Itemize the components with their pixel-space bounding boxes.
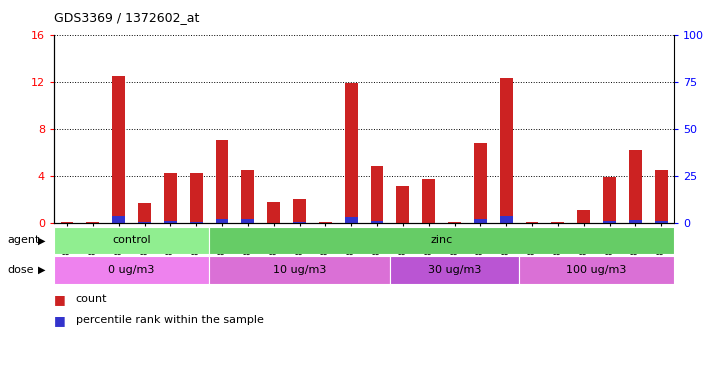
Bar bbox=[629, 220, 642, 223]
Bar bbox=[54, 256, 209, 284]
Bar bbox=[500, 216, 513, 223]
Text: control: control bbox=[112, 235, 151, 245]
Bar bbox=[112, 76, 125, 223]
Bar bbox=[242, 219, 255, 223]
Text: dose: dose bbox=[7, 265, 34, 275]
Bar bbox=[552, 222, 565, 223]
Bar bbox=[216, 219, 229, 223]
Bar bbox=[209, 256, 390, 284]
Text: ▶: ▶ bbox=[38, 235, 45, 245]
Bar bbox=[293, 222, 306, 223]
Text: ■: ■ bbox=[54, 314, 66, 327]
Text: GDS3369 / 1372602_at: GDS3369 / 1372602_at bbox=[54, 12, 200, 25]
Text: agent: agent bbox=[7, 235, 40, 245]
Bar bbox=[112, 216, 125, 223]
Text: 30 ug/m3: 30 ug/m3 bbox=[428, 265, 481, 275]
Bar bbox=[390, 256, 519, 284]
Bar bbox=[345, 217, 358, 223]
Bar bbox=[423, 179, 435, 223]
Bar bbox=[474, 143, 487, 223]
Bar bbox=[319, 222, 332, 223]
Text: zinc: zinc bbox=[430, 235, 453, 245]
Bar bbox=[474, 219, 487, 223]
Bar bbox=[603, 221, 616, 223]
Bar bbox=[603, 177, 616, 223]
Bar bbox=[138, 222, 151, 223]
Bar bbox=[293, 199, 306, 223]
Bar bbox=[397, 186, 410, 223]
Bar bbox=[371, 221, 384, 223]
Bar bbox=[267, 202, 280, 223]
Bar bbox=[500, 78, 513, 223]
Bar bbox=[216, 141, 229, 223]
Bar bbox=[61, 222, 74, 223]
Bar bbox=[164, 173, 177, 223]
Bar bbox=[655, 221, 668, 223]
Text: 0 ug/m3: 0 ug/m3 bbox=[108, 265, 155, 275]
Text: ■: ■ bbox=[54, 293, 66, 306]
Text: 100 ug/m3: 100 ug/m3 bbox=[567, 265, 627, 275]
Bar bbox=[190, 173, 203, 223]
Bar bbox=[578, 210, 590, 223]
Text: ▶: ▶ bbox=[38, 265, 45, 275]
Bar bbox=[190, 222, 203, 223]
Bar bbox=[54, 227, 209, 254]
Bar bbox=[629, 150, 642, 223]
Bar bbox=[138, 203, 151, 223]
Bar bbox=[87, 222, 99, 223]
Text: 10 ug/m3: 10 ug/m3 bbox=[273, 265, 326, 275]
Bar bbox=[655, 170, 668, 223]
Bar bbox=[242, 170, 255, 223]
Bar bbox=[371, 166, 384, 223]
Bar bbox=[519, 256, 674, 284]
Text: count: count bbox=[76, 294, 107, 304]
Bar bbox=[526, 222, 539, 223]
Bar bbox=[164, 222, 177, 223]
Bar bbox=[448, 222, 461, 223]
Bar bbox=[345, 83, 358, 223]
Text: percentile rank within the sample: percentile rank within the sample bbox=[76, 315, 264, 325]
Bar bbox=[209, 227, 674, 254]
